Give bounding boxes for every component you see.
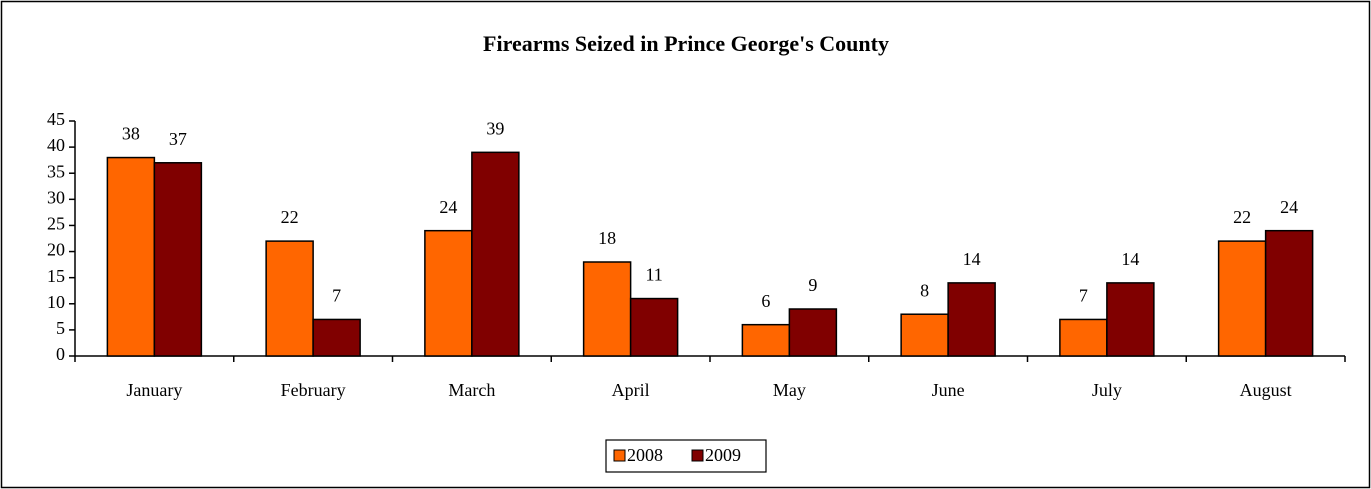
bar — [312, 318, 361, 357]
bar — [947, 282, 996, 357]
bar — [900, 313, 949, 357]
x-tick-label: August — [1240, 380, 1292, 400]
y-tick-label: 0 — [56, 344, 65, 364]
data-label: 22 — [281, 207, 299, 227]
bar — [1217, 240, 1267, 357]
y-tick-label: 25 — [47, 214, 65, 234]
y-tick-label: 15 — [47, 266, 65, 286]
x-tick-label: June — [932, 380, 965, 400]
data-label: 11 — [645, 265, 662, 285]
data-label: 18 — [598, 228, 616, 248]
x-tick-label: April — [612, 380, 650, 400]
legend-label: 2009 — [705, 445, 741, 465]
bar — [629, 297, 679, 357]
y-tick-label: 10 — [47, 292, 65, 312]
data-label: 14 — [963, 249, 981, 269]
bar — [153, 162, 203, 357]
x-tick-label: March — [448, 380, 495, 400]
legend-box — [605, 439, 767, 473]
legend-swatch — [613, 449, 626, 462]
data-label: 6 — [761, 291, 770, 311]
x-tick-label: July — [1092, 380, 1122, 400]
bar — [741, 323, 791, 357]
bar — [582, 261, 632, 357]
data-label: 9 — [808, 275, 817, 295]
x-tick-label: May — [773, 380, 806, 400]
y-tick-label: 40 — [47, 135, 65, 155]
data-label: 7 — [1079, 286, 1088, 306]
chart-title: Firearms Seized in Prince George's Count… — [483, 31, 889, 56]
y-tick-label: 20 — [47, 240, 65, 260]
data-label: 7 — [332, 286, 341, 306]
y-tick-label: 45 — [47, 109, 65, 129]
data-label: 38 — [122, 124, 140, 144]
bar — [424, 229, 473, 357]
x-tick-label: January — [126, 380, 182, 400]
x-tick-label: February — [281, 380, 346, 400]
bar — [106, 156, 156, 357]
legend-label: 2008 — [627, 445, 663, 465]
bar — [1106, 282, 1155, 357]
data-label: 8 — [920, 280, 929, 300]
data-label: 39 — [486, 118, 504, 138]
bar — [788, 308, 838, 357]
legend-swatch — [691, 449, 704, 462]
bar — [471, 151, 520, 357]
y-tick-label: 35 — [47, 161, 65, 181]
bar — [1059, 318, 1108, 357]
y-tick-label: 30 — [47, 187, 65, 207]
data-label: 14 — [1121, 249, 1139, 269]
y-tick-label: 5 — [56, 318, 65, 338]
data-label: 22 — [1233, 207, 1251, 227]
data-label: 24 — [1280, 197, 1298, 217]
data-label: 37 — [169, 129, 187, 149]
bar — [265, 240, 314, 357]
bar — [1264, 229, 1314, 357]
data-label: 24 — [439, 197, 457, 217]
